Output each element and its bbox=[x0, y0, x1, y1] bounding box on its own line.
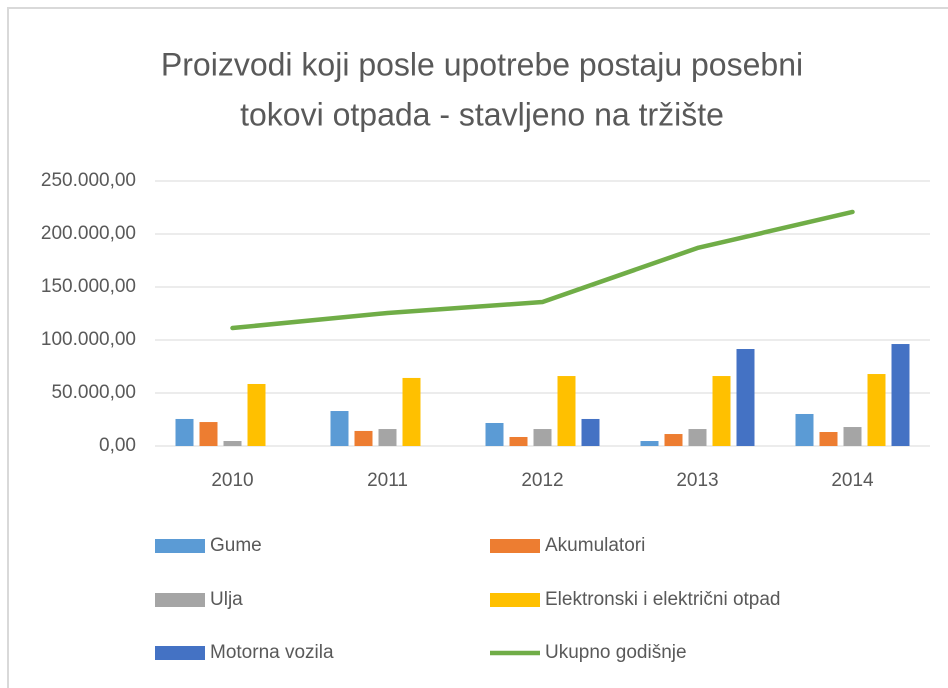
x-tick-label: 2011 bbox=[367, 470, 408, 491]
y-tick-label: 150.000,00 bbox=[41, 276, 136, 297]
bar bbox=[533, 429, 552, 446]
legend-label: Ulja bbox=[210, 589, 243, 610]
bar bbox=[688, 429, 707, 446]
bar bbox=[330, 411, 349, 446]
bar bbox=[485, 422, 504, 446]
y-tick-label: 250.000,00 bbox=[41, 170, 136, 191]
line bbox=[230, 209, 855, 331]
chart-frame bbox=[7, 7, 948, 688]
bar bbox=[354, 430, 373, 446]
bar bbox=[736, 349, 755, 446]
x-tick-label: 2014 bbox=[831, 470, 874, 491]
bar bbox=[402, 377, 421, 446]
legend-swatch bbox=[490, 593, 540, 607]
bar bbox=[640, 441, 659, 446]
chart-title: Proizvodi koji posle upotrebe postaju po… bbox=[161, 46, 803, 82]
bar bbox=[557, 376, 576, 446]
legend-label: Akumulatori bbox=[545, 535, 645, 556]
legend-swatch bbox=[490, 539, 540, 553]
x-tick-label: 2010 bbox=[211, 470, 253, 491]
bar bbox=[819, 432, 838, 446]
legend-swatch bbox=[155, 646, 205, 660]
bar bbox=[843, 427, 862, 446]
bar bbox=[247, 383, 266, 446]
y-tick-label: 100.000,00 bbox=[41, 329, 136, 350]
legend-label: Elektronski i električni otpad bbox=[545, 589, 781, 610]
bar bbox=[712, 376, 731, 446]
legend-label: Ukupno godišnje bbox=[545, 642, 687, 663]
legend-label: Gume bbox=[210, 535, 262, 556]
bar bbox=[867, 374, 886, 446]
bar bbox=[891, 344, 910, 446]
chart-title: tokovi otpada - stavljeno na tržište bbox=[240, 96, 724, 132]
y-tick-label: 0,00 bbox=[99, 435, 136, 456]
y-tick-label: 50.000,00 bbox=[51, 382, 136, 403]
bar bbox=[509, 436, 528, 446]
legend-swatch bbox=[155, 593, 205, 607]
x-tick-label: 2012 bbox=[521, 470, 563, 491]
bar bbox=[664, 434, 683, 446]
legend-swatch bbox=[155, 539, 205, 553]
bar bbox=[175, 418, 194, 446]
legend-label: Motorna vozila bbox=[210, 642, 334, 663]
bar bbox=[795, 413, 814, 446]
bar bbox=[581, 418, 600, 446]
bar bbox=[378, 429, 397, 446]
y-tick-label: 200.000,00 bbox=[41, 223, 136, 244]
x-tick-label: 2013 bbox=[676, 470, 718, 491]
bar bbox=[199, 422, 218, 446]
bar bbox=[223, 441, 242, 446]
